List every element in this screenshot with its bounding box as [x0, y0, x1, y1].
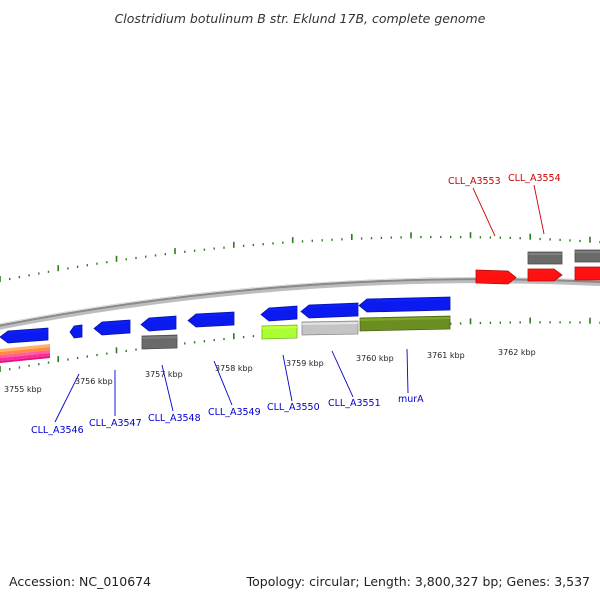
scale-label: 3758 kbp	[215, 364, 253, 373]
gene-label-cll-a3550[interactable]: CLL_A3550	[267, 402, 320, 413]
scale-labels: 3755 kbp 3756 kbp 3757 kbp 3758 kbp 3759…	[4, 348, 536, 394]
gene-highlight	[476, 271, 508, 274]
gene-highlight	[269, 307, 297, 311]
gene-highlight	[367, 298, 450, 302]
gene-feature[interactable]	[527, 268, 563, 282]
gene-highlight	[309, 304, 358, 308]
scale-label: 3759 kbp	[286, 359, 324, 368]
scale-label: 3757 kbp	[145, 370, 183, 379]
gene-feature[interactable]	[301, 320, 359, 336]
feature-bar	[0, 353, 50, 361]
gene-features	[0, 249, 600, 350]
gene-feature[interactable]	[93, 319, 131, 336]
genome-backbone	[0, 277, 600, 327]
gene-feature[interactable]	[187, 311, 235, 328]
gene-label-cll-a3549[interactable]: CLL_A3549	[208, 407, 261, 418]
gene-highlight	[302, 322, 358, 325]
scale-label: 3755 kbp	[4, 385, 42, 394]
gene-highlight	[74, 326, 82, 329]
gene-feature[interactable]	[141, 334, 178, 350]
gene-highlight	[142, 336, 177, 339]
left-edge-feature-stack	[0, 344, 50, 363]
gene-highlight	[102, 321, 130, 325]
leader-line	[472, 187, 496, 237]
gene-highlight	[575, 251, 600, 253]
gene-highlight	[262, 326, 297, 329]
feature-bar	[0, 350, 50, 358]
feature-bar	[0, 344, 50, 352]
genome-backbone-highlight	[0, 277, 600, 325]
leader-line	[54, 373, 80, 423]
gene-feature[interactable]	[300, 302, 359, 319]
gene-label-cll-a3553[interactable]: CLL_A3553	[448, 176, 501, 187]
gene-highlight	[528, 253, 562, 255]
leader-line	[406, 348, 409, 394]
gene-highlight	[528, 270, 554, 272]
gene-feature[interactable]	[358, 296, 451, 313]
plus-strand-scale-ticks	[0, 232, 600, 282]
gene-highlight	[8, 329, 48, 334]
gene-feature[interactable]	[260, 305, 298, 322]
gene-feature[interactable]	[69, 324, 83, 339]
scale-label: 3761 kbp	[427, 351, 465, 360]
leader-line	[282, 354, 293, 402]
gene-body[interactable]	[574, 266, 600, 281]
gene-highlight	[149, 317, 176, 321]
gene-highlight	[196, 313, 234, 317]
gene-label-cll-a3547[interactable]: CLL_A3547	[89, 418, 142, 429]
leader-line	[161, 364, 174, 412]
label-leader-lines	[54, 184, 545, 423]
genome-backbone-shadow	[0, 278, 600, 330]
gene-label-cll-a3548[interactable]: CLL_A3548	[148, 413, 201, 424]
scale-label: 3760 kbp	[356, 354, 394, 363]
gene-label-mura[interactable]: murA	[398, 394, 424, 405]
gene-feature[interactable]	[574, 266, 600, 281]
gene-label-cll-a3546[interactable]: CLL_A3546	[31, 425, 84, 436]
accession-text: Accession: NC_010674	[9, 574, 151, 589]
gene-feature[interactable]	[140, 315, 177, 332]
map-title: Clostridium botulinum B str. Eklund 17B,…	[115, 11, 486, 26]
gene-feature[interactable]	[0, 327, 49, 344]
gene-feature[interactable]	[527, 251, 563, 265]
feature-bar	[0, 356, 50, 363]
gene-highlight	[575, 268, 600, 270]
feature-bar	[0, 347, 50, 355]
gene-feature[interactable]	[475, 269, 517, 285]
gene-feature[interactable]	[359, 315, 451, 332]
gene-feature[interactable]	[574, 249, 600, 263]
gene-label-cll-a3551[interactable]: CLL_A3551	[328, 398, 381, 409]
genome-summary-text: Topology: circular; Length: 3,800,327 bp…	[246, 574, 590, 589]
scale-label: 3756 kbp	[75, 377, 113, 386]
leader-line	[331, 350, 354, 398]
gene-label-cll-a3554[interactable]: CLL_A3554	[508, 173, 561, 184]
scale-label: 3762 kbp	[498, 348, 536, 357]
gene-feature[interactable]	[261, 324, 298, 340]
leader-line	[213, 360, 233, 406]
gene-labels: CLL_A3553 CLL_A3554 CLL_A3546 CLL_A3547 …	[31, 173, 561, 436]
leader-line	[533, 184, 545, 235]
gene-highlight	[360, 317, 450, 321]
